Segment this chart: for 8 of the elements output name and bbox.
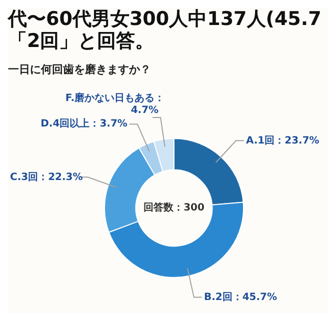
slice-label: D.4回以上：3.7% [40,118,128,130]
slice-label: C.3回：22.3% [10,172,83,183]
slice-label: A.1回：23.7% [246,135,320,146]
chart-subtitle: 一日に何回歯を磨きますか？ [8,62,152,77]
chart-title: 代〜60代男女300人中137人(45.7 「2回」と回答。 [8,8,322,52]
text: 回答数：300 [144,202,204,214]
slice-label: F.磨かない日もある：4.7% [65,92,165,116]
slice-label: B.2回：45.7% [204,292,278,303]
